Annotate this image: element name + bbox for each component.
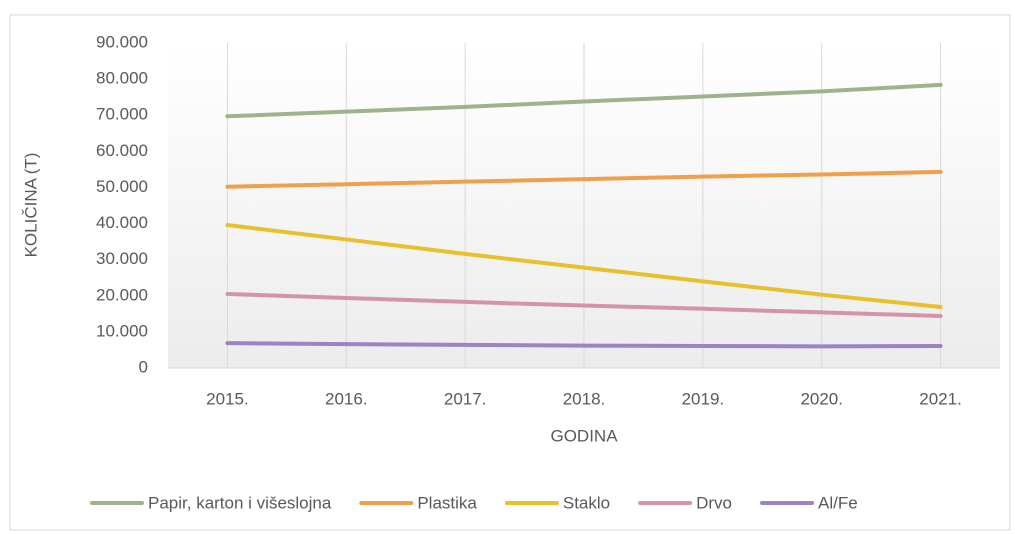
series-line [225,169,943,189]
x-tick-label: 2018. [563,389,606,408]
series-line [225,291,943,318]
series-line [225,223,943,309]
x-tick-label: 2016. [325,389,368,408]
legend-label: Drvo [696,493,732,512]
y-axis-label: KOLIČINA (T) [21,153,40,258]
y-tick-label: 70.000 [96,105,148,124]
series-line [225,82,943,119]
y-tick-label: 80.000 [96,69,148,88]
x-tick-label: 2017. [444,389,487,408]
legend-label: Al/Fe [818,493,858,512]
y-tick-label: 30.000 [96,249,148,268]
x-tick-label: 2015. [206,389,249,408]
y-tick-label: 20.000 [96,285,148,304]
y-tick-label: 60.000 [96,141,148,160]
legend-label: Plastika [417,493,477,512]
series-line [225,341,943,349]
chart-frame [9,14,1011,531]
y-tick-label: 40.000 [96,213,148,232]
y-tick-label: 90.000 [96,32,148,51]
legend-label: Staklo [563,493,610,512]
x-tick-label: 2019. [682,389,725,408]
y-tick-label: 10.000 [96,321,148,340]
x-tick-label: 2021. [919,389,962,408]
y-tick-label: 50.000 [96,177,148,196]
legend-label: Papir, karton i višeslojna [148,493,332,512]
x-axis-label: GODINA [550,426,618,445]
x-tick-label: 2020. [800,389,843,408]
y-tick-label: 0 [139,357,148,376]
